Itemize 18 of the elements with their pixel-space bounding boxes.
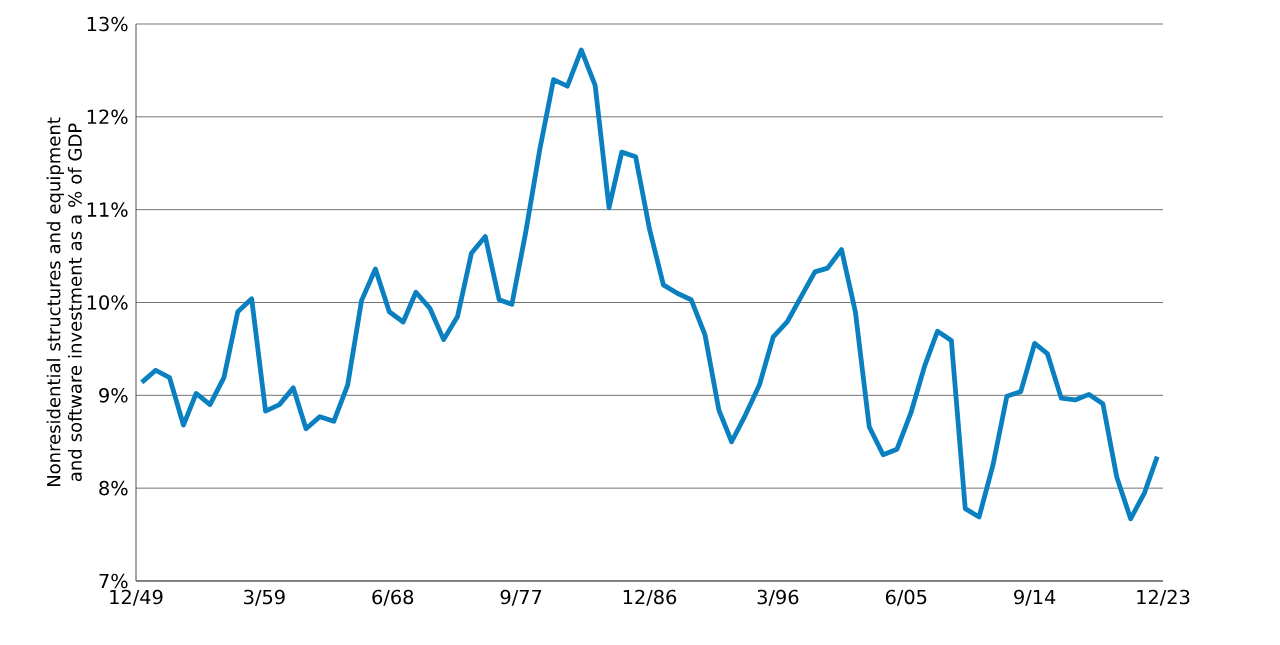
y-tick-label: 13%: [87, 16, 128, 32]
x-tick-label: 9/14: [1014, 589, 1056, 606]
y-tick-label: 10%: [87, 295, 128, 310]
x-tick-label: 3/59: [244, 589, 285, 606]
x-tick-label: 9/77: [500, 589, 542, 606]
x-tick-label: 12/49: [110, 589, 163, 606]
y-tick-label: 12%: [87, 109, 128, 125]
x-tick-label: 6/68: [372, 589, 414, 606]
line-series: [139, 47, 1160, 522]
x-tick-label: 3/96: [757, 589, 799, 606]
y-tick-label: 7%: [99, 573, 128, 589]
x-tick-label: 12/23: [1137, 589, 1190, 606]
y-tick-label: 11%: [87, 202, 128, 217]
x-tick-label: 6/05: [885, 589, 927, 606]
y-tick-label: 8%: [99, 480, 128, 496]
y-axis-title: Nonresidential structures and equipment and software investment as a % of GDP: [46, 117, 82, 487]
y-tick-label: 9%: [99, 387, 128, 403]
x-tick-label: 12/86: [623, 589, 677, 606]
